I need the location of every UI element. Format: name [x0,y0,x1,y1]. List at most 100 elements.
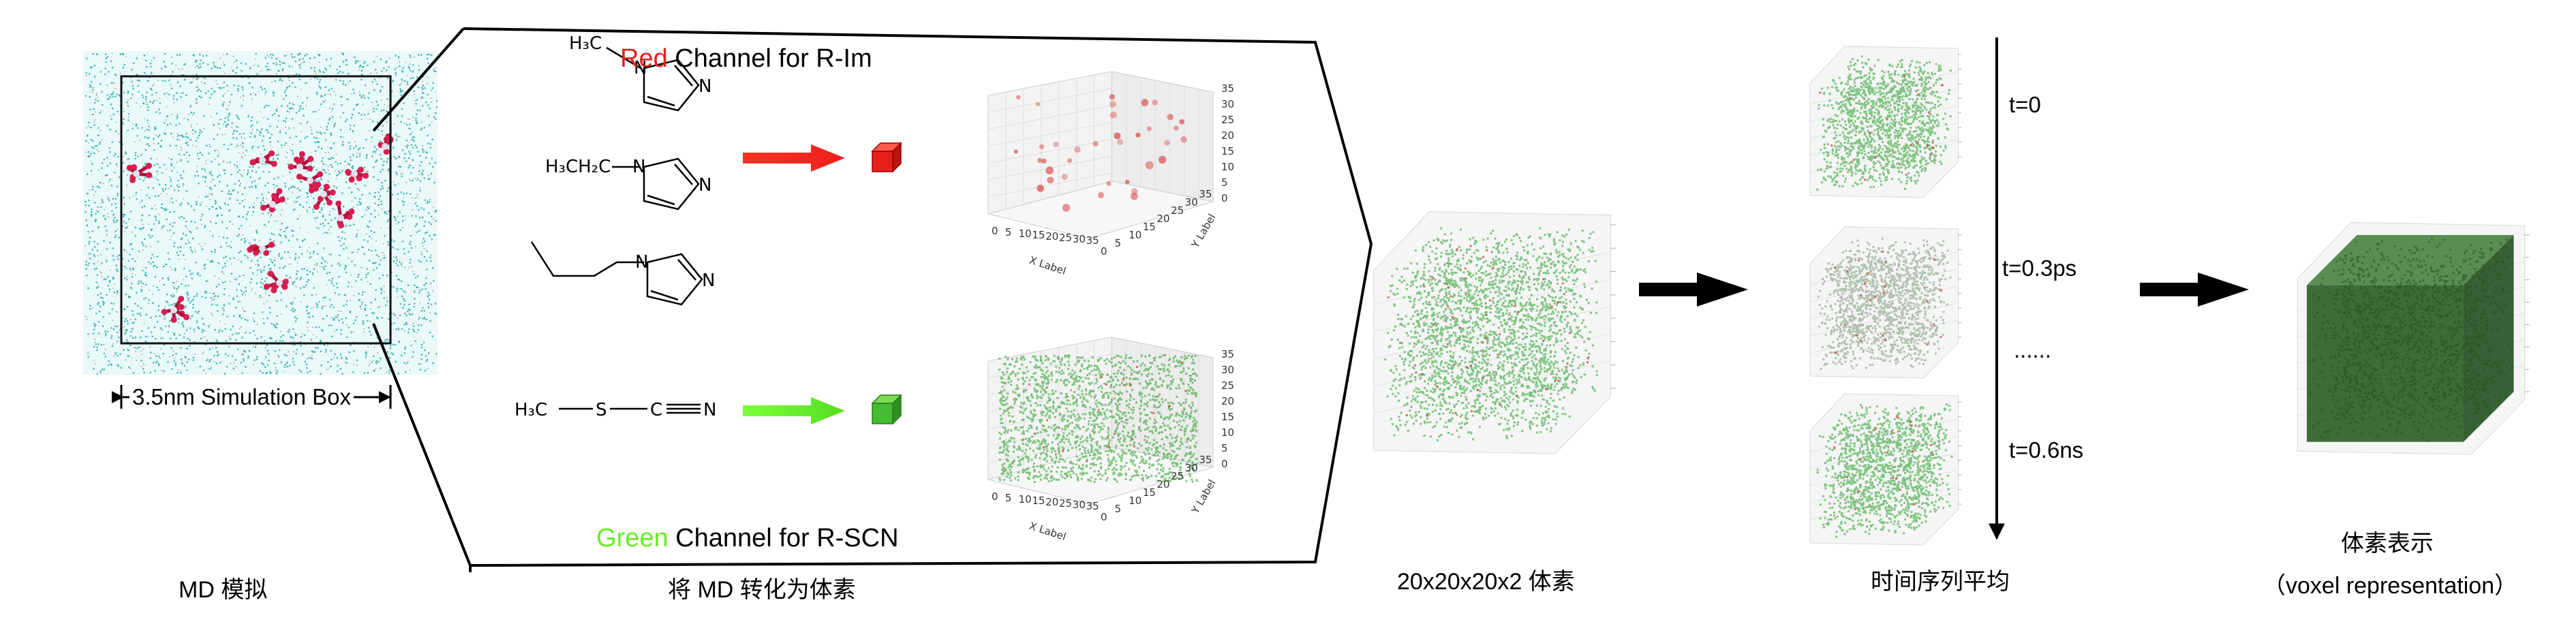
ring-n-3b: N [702,270,715,291]
arrow-to-result [2140,272,2249,307]
time-label-ellipsis: ...... [2014,337,2052,362]
y-tick-label: 10 [1129,229,1141,241]
md-caption: MD 模拟 [179,577,268,603]
ethyl-label: H₃CH₂C [545,157,611,177]
z-tick-label: 30 [1221,98,1234,110]
y-tick-label: 35 [1199,188,1212,200]
y-tick-label: 20 [1157,478,1170,490]
z-tick-label: 25 [1221,114,1234,126]
x-tick-label: 10 [1019,493,1032,505]
x-tick-label: 35 [1086,234,1099,247]
z-tick-label: 5 [1221,176,1228,189]
scn-n: N [703,400,716,420]
methylimidazole-structure [606,46,700,112]
y-axis-label: Y Label [1189,478,1218,516]
voxel-cube-t0 [1809,46,1961,198]
ring-n-2b: N [699,175,711,196]
ring-n-1b: N [699,76,711,97]
time-series-caption: 时间序列平均 [1871,569,2010,595]
y-axis-label: Y Label [1189,212,1218,251]
z-tick-label: 5 [1221,442,1228,454]
y-tick-label: 25 [1171,470,1184,482]
green-cube-icon [871,394,902,425]
methyl-label: H₃C [569,33,602,54]
conversion-panel: H₃C N N H₃CH₂C N N N N Re [463,27,1373,572]
y-tick-label: 20 [1157,213,1170,225]
x-tick-label: 5 [1005,492,1012,504]
green-arrow [743,397,845,424]
red-channel-rest: Channel for R-Im [668,44,872,73]
x-tick-label: 25 [1059,232,1072,244]
time-label-t0-3ps: t=0.3ps [2002,255,2077,281]
time-label-t0: t=0 [2009,92,2041,117]
green-channel-rest: Channel for R-SCN [669,524,899,552]
simulation-box-outline [120,75,392,345]
y-tick-label: 5 [1115,503,1122,515]
z-tick-label: 20 [1221,395,1234,407]
z-tick-label: 0 [1221,458,1228,470]
time-label-t0-6ns: t=0.6ns [2009,437,2084,463]
y-tick-label: 0 [1101,245,1107,258]
y-tick-label: 30 [1185,196,1198,208]
z-tick-label: 0 [1221,192,1228,204]
final-voxel-representation-cube [2297,222,2530,455]
z-tick-label: 15 [1221,411,1234,423]
x-tick-label: 30 [1073,499,1086,511]
z-tick-label: 35 [1221,82,1234,95]
x-tick-label: 15 [1032,495,1045,507]
scn-h3c: H₃C [515,400,547,420]
y-tick-label: 35 [1199,454,1212,466]
arrow-to-time-series [1639,272,1748,307]
x-tick-label: 20 [1045,496,1058,508]
voxel-grid-caption: 20x20x20x2 体素 [1397,569,1575,595]
z-tick-label: 25 [1221,379,1234,392]
scn-s: S [596,400,607,420]
ethylimidazole-structure [612,157,700,210]
x-tick-label: 25 [1059,497,1072,510]
z-tick-label: 10 [1221,161,1234,173]
result-caption-line2: （voxel representation） [2263,573,2518,599]
conversion-hexagon-outline [463,27,1373,567]
scn-c: C [650,400,662,420]
red-channel-word: Red [620,44,668,73]
y-tick-label: 15 [1143,221,1156,233]
red-cube-icon [871,142,902,173]
x-tick-label: 0 [992,225,998,237]
ring-n-1a: N [634,58,647,78]
red-channel-title: Red Channel for R-Im [620,44,872,73]
green-channel-title: Green Channel for R-SCN [596,524,899,552]
z-tick-label: 35 [1221,348,1234,360]
y-tick-label: 15 [1143,486,1156,499]
ring-n-3a: N [635,252,648,272]
z-tick-label: 20 [1221,129,1234,142]
butylimidazole-structure [530,241,703,306]
voxel-cube-t0-3ps [1809,226,1961,379]
x-tick-label: 0 [992,490,998,503]
x-tick-label: 15 [1032,229,1045,241]
z-tick-label: 30 [1221,364,1234,376]
x-tick-label: 10 [1019,228,1032,240]
x-axis-label: X Label [1028,520,1067,543]
y-tick-label: 0 [1101,511,1107,523]
thiocyanate-structure [559,403,701,414]
voxel-cube-t0-6ns [1809,393,1961,546]
z-tick-label: 15 [1221,145,1234,157]
md-simulation-panel [83,51,438,409]
simulation-box-label: 3.5nm Simulation Box [129,384,354,410]
x-tick-label: 30 [1073,233,1086,245]
x-tick-label: 20 [1045,230,1058,243]
y-tick-label: 25 [1171,204,1184,217]
y-tick-label: 5 [1115,237,1122,249]
x-axis-label: X Label [1028,254,1067,277]
y-tick-label: 30 [1185,462,1198,474]
z-tick-label: 10 [1221,426,1234,439]
conversion-caption: 将 MD 转化为体素 [668,577,856,603]
result-caption-line1: 体素表示 [2341,531,2434,557]
combined-voxel-cube [1373,211,1616,454]
zoom-lines [372,27,472,566]
ring-n-2a: N [632,157,645,177]
time-series-panel [1809,37,2005,546]
